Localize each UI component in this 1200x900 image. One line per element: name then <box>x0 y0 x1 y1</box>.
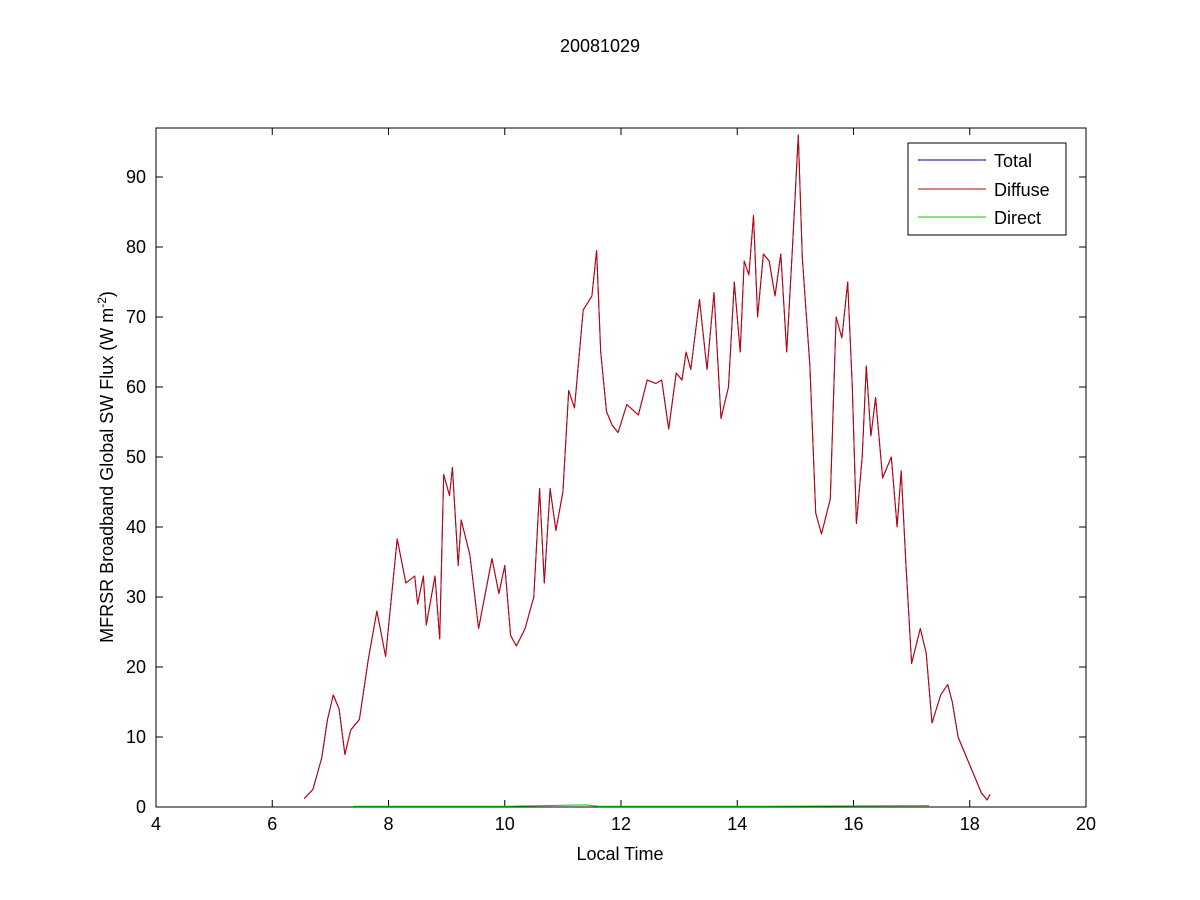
series-line-direct <box>353 804 930 807</box>
y-tick-label: 10 <box>126 727 146 747</box>
x-tick-label: 14 <box>727 814 747 834</box>
y-tick-label: 40 <box>126 517 146 537</box>
x-tick-label: 8 <box>383 814 393 834</box>
y-tick-label: 60 <box>126 377 146 397</box>
y-axis-ticks: 0 10 20 30 40 50 60 70 80 90 <box>126 167 1086 817</box>
x-tick-label: 4 <box>151 814 161 834</box>
y-axis-label-close: ) <box>97 291 117 297</box>
y-tick-label: 20 <box>126 657 146 677</box>
y-tick-label: 0 <box>136 797 146 817</box>
y-tick-label: 50 <box>126 447 146 467</box>
y-axis-label: MFRSR Broadband Global SW Flux (W m-2) <box>95 291 117 643</box>
x-tick-label: 12 <box>611 814 631 834</box>
plot-area <box>155 127 1087 808</box>
y-tick-label: 80 <box>126 237 146 257</box>
x-tick-label: 16 <box>843 814 863 834</box>
y-tick-label: 30 <box>126 587 146 607</box>
legend-label-total: Total <box>994 151 1032 171</box>
y-tick-label: 90 <box>126 167 146 187</box>
x-axis-ticks: 4 6 8 10 12 14 16 18 20 <box>151 128 1096 834</box>
chart-title: 20081029 <box>560 36 640 56</box>
y-axis-label-main: MFRSR Broadband Global SW Flux (W m <box>97 308 117 643</box>
x-axis-label: Local Time <box>576 844 663 864</box>
y-axis-label-superscript: -2 <box>95 297 109 308</box>
y-tick-label: 70 <box>126 307 146 327</box>
x-tick-label: 10 <box>495 814 515 834</box>
x-tick-label: 6 <box>267 814 277 834</box>
x-tick-label: 20 <box>1076 814 1096 834</box>
series-lines <box>303 134 991 807</box>
series-line-diffuse <box>303 134 991 801</box>
legend-label-diffuse: Diffuse <box>994 180 1050 200</box>
x-tick-label: 18 <box>960 814 980 834</box>
legend-label-direct: Direct <box>994 208 1041 228</box>
legend: Total Diffuse Direct <box>907 142 1067 236</box>
